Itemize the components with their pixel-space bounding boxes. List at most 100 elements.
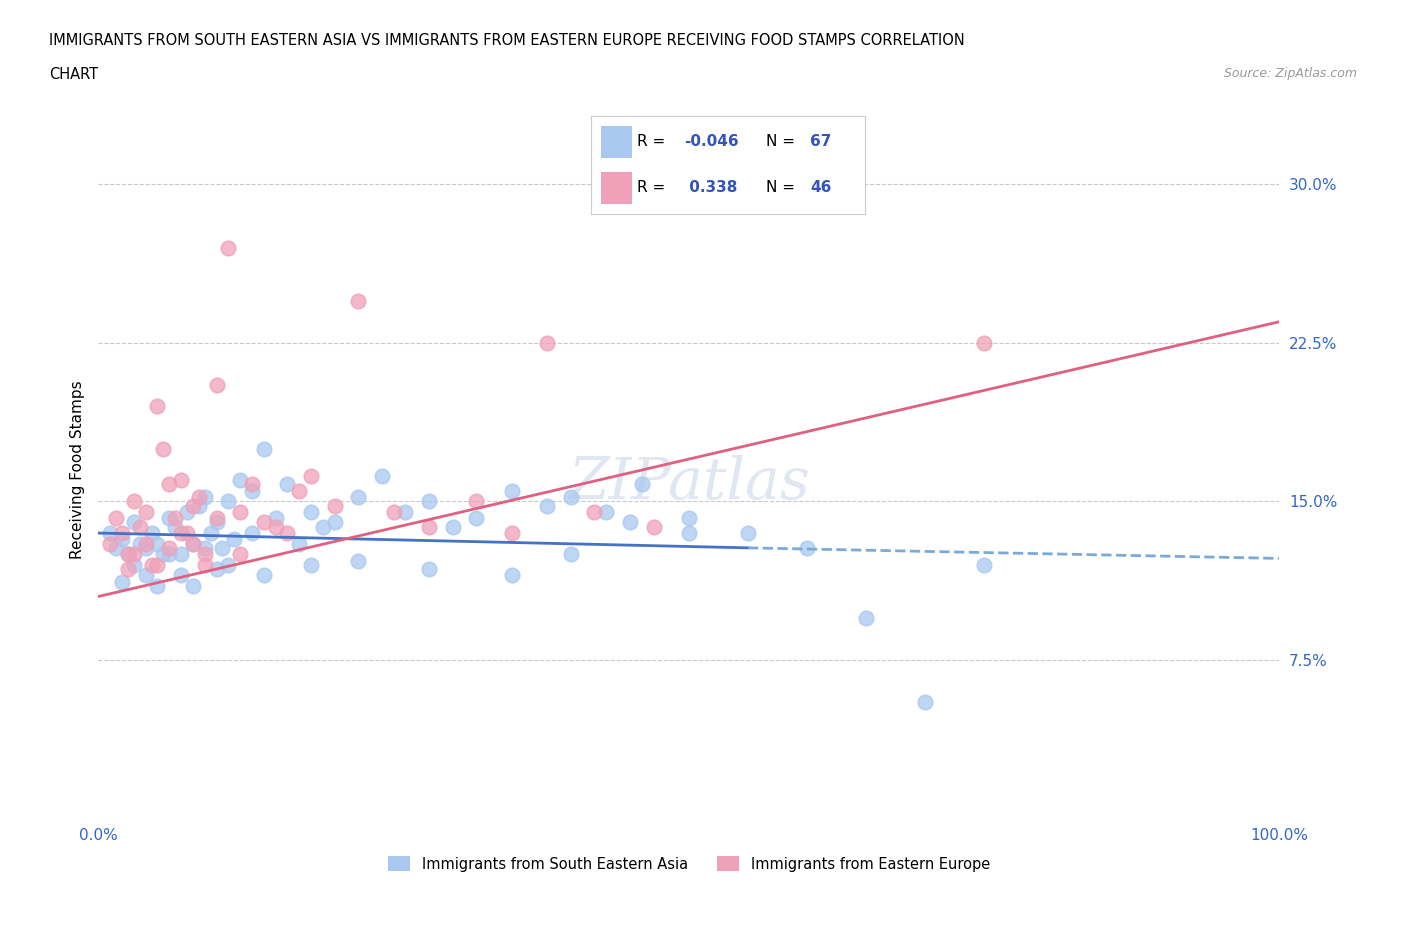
Point [973, 557, 995, 572]
Point [678, 525, 700, 540]
Point [276, 477, 298, 492]
Point [501, 525, 523, 540]
Point [194, 547, 217, 562]
Point [465, 494, 488, 509]
Point [141, 557, 163, 572]
Point [536, 498, 558, 513]
Point [217, 557, 239, 572]
Text: R =: R = [637, 134, 671, 149]
Point [288, 537, 311, 551]
Point [914, 695, 936, 710]
Text: -0.046: -0.046 [683, 134, 738, 149]
Point [176, 504, 198, 519]
Point [347, 293, 370, 308]
Point [170, 472, 193, 487]
Point [276, 525, 298, 540]
Point [441, 519, 464, 534]
Point [122, 547, 145, 562]
Point [418, 494, 440, 509]
Point [205, 511, 228, 525]
Point [240, 525, 263, 540]
Point [323, 515, 346, 530]
Point [253, 568, 276, 583]
Point [855, 610, 877, 625]
Point [560, 547, 582, 562]
Text: N =: N = [766, 180, 800, 195]
Point [288, 484, 311, 498]
Point [170, 568, 193, 583]
Point [105, 511, 128, 525]
Point [98, 537, 121, 551]
Point [176, 525, 198, 540]
Point [187, 490, 209, 505]
Point [135, 568, 157, 583]
Point [105, 540, 128, 555]
Point [229, 504, 252, 519]
Point [560, 490, 582, 505]
Text: ZIPatlas: ZIPatlas [568, 456, 810, 512]
Point [194, 557, 217, 572]
Point [141, 525, 163, 540]
Point [146, 557, 169, 572]
Text: N =: N = [766, 134, 800, 149]
Text: IMMIGRANTS FROM SOUTH EASTERN ASIA VS IMMIGRANTS FROM EASTERN EUROPE RECEIVING F: IMMIGRANTS FROM SOUTH EASTERN ASIA VS IM… [49, 33, 965, 47]
Point [157, 547, 180, 562]
Point [152, 441, 174, 456]
Text: R =: R = [637, 180, 675, 195]
Point [157, 477, 180, 492]
Point [135, 537, 157, 551]
Point [347, 490, 370, 505]
Point [217, 494, 239, 509]
Text: 0.338: 0.338 [683, 180, 737, 195]
Point [146, 578, 169, 593]
Point [157, 540, 180, 555]
Point [181, 537, 204, 551]
Point [229, 547, 252, 562]
Bar [602, 172, 631, 205]
Point [128, 519, 150, 534]
Point [165, 511, 187, 525]
Point [135, 540, 157, 555]
Point [299, 504, 322, 519]
Point [205, 378, 228, 392]
Point [187, 498, 209, 513]
Point [146, 537, 169, 551]
Point [583, 504, 606, 519]
Point [371, 469, 394, 484]
Point [347, 553, 370, 568]
Point [323, 498, 346, 513]
Point [253, 441, 276, 456]
Point [200, 525, 222, 540]
Point [394, 504, 416, 519]
Point [299, 469, 322, 484]
Point [501, 568, 523, 583]
Point [181, 537, 204, 551]
Point [382, 504, 405, 519]
Point [418, 562, 440, 577]
Legend: Immigrants from South Eastern Asia, Immigrants from Eastern Europe: Immigrants from South Eastern Asia, Immi… [382, 850, 995, 877]
Point [643, 519, 665, 534]
Point [205, 515, 228, 530]
Point [181, 578, 204, 593]
Text: CHART: CHART [49, 67, 98, 82]
Point [619, 515, 641, 530]
Point [299, 557, 322, 572]
Point [536, 336, 558, 351]
Point [205, 562, 228, 577]
Point [111, 525, 134, 540]
Point [501, 484, 523, 498]
Point [128, 537, 150, 551]
Point [595, 504, 617, 519]
Point [157, 511, 180, 525]
Point [194, 490, 217, 505]
Point [170, 547, 193, 562]
Point [418, 519, 440, 534]
Point [117, 562, 139, 577]
Point [630, 477, 652, 492]
Point [264, 511, 287, 525]
Point [111, 532, 134, 547]
Point [737, 525, 759, 540]
Point [146, 399, 169, 414]
Point [240, 477, 263, 492]
Point [796, 540, 818, 555]
